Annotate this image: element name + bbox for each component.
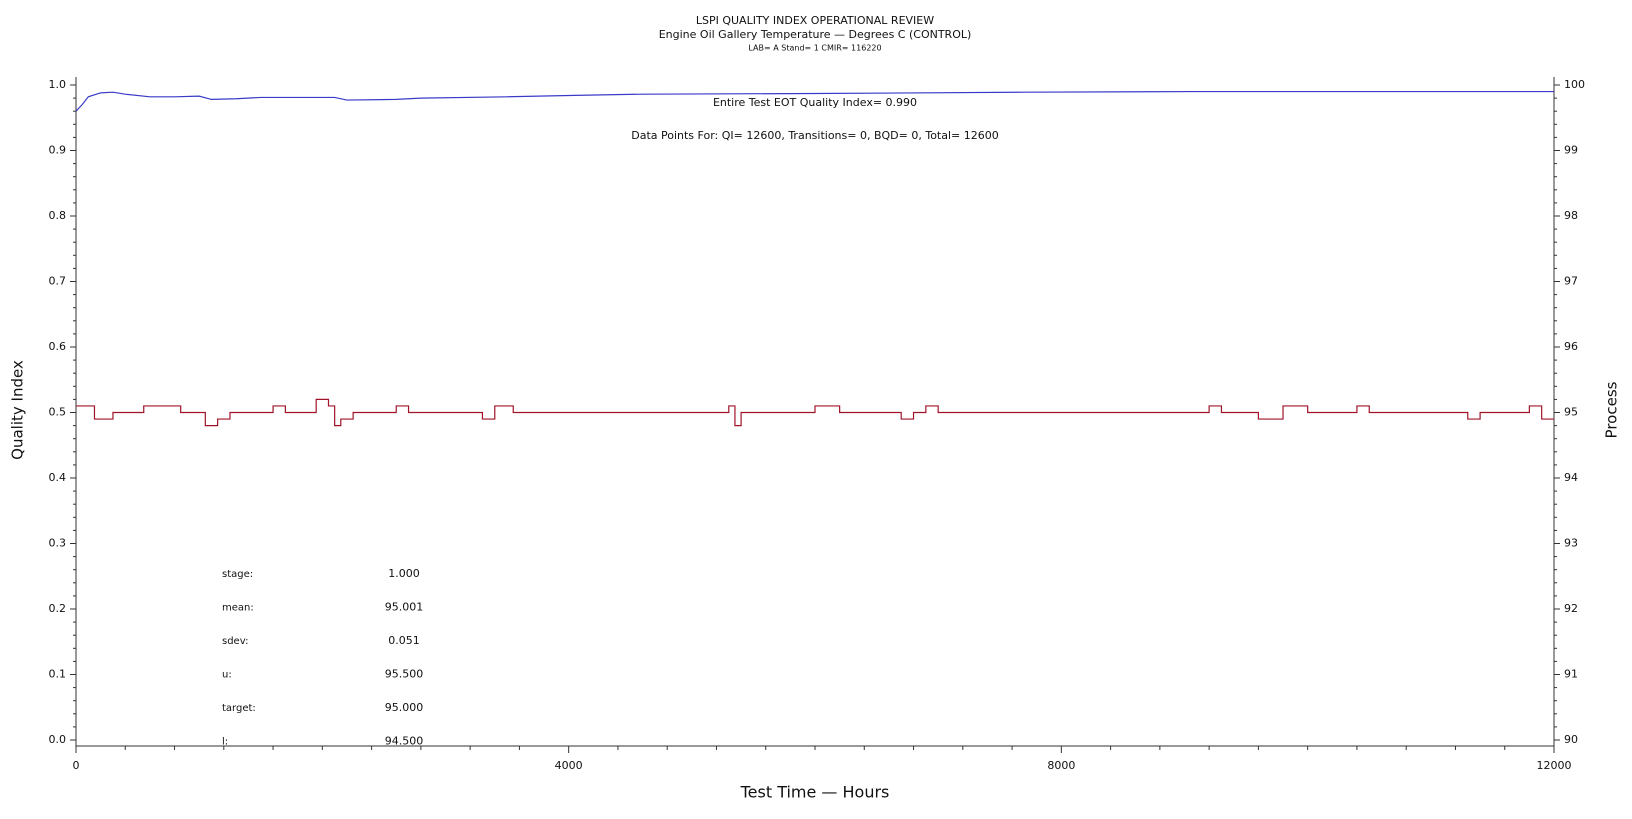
y2-tick-label: 94 bbox=[1564, 471, 1578, 484]
stat-label: sdev: bbox=[222, 636, 248, 647]
annotation: Entire Test EOT Quality Index= 0.990 bbox=[713, 96, 917, 109]
y2-tick-label: 95 bbox=[1564, 406, 1578, 419]
stat-label: mean: bbox=[222, 603, 254, 614]
chart-subtitle: LAB= A Stand= 1 CMIR= 116220 bbox=[748, 44, 881, 53]
chart-title: LSPI QUALITY INDEX OPERATIONAL REVIEW bbox=[696, 14, 934, 27]
y-tick-label: 1.0 bbox=[49, 78, 67, 91]
y2-axis-label: Process bbox=[1603, 381, 1621, 438]
stat-value: 94.500 bbox=[385, 735, 424, 748]
stat-value: 1.000 bbox=[388, 567, 420, 580]
stat-value: 95.500 bbox=[385, 668, 424, 681]
x-axis-label: Test Time — Hours bbox=[740, 783, 890, 802]
data-line bbox=[76, 398, 1554, 427]
y-tick-label: 0.1 bbox=[49, 668, 67, 681]
y-axis-label: Quality Index bbox=[9, 360, 27, 460]
annotation: Data Points For: QI= 12600, Transitions=… bbox=[631, 129, 999, 142]
x-tick-label: 12000 bbox=[1537, 759, 1572, 772]
y2-tick-label: 98 bbox=[1564, 209, 1578, 222]
stat-value: 95.001 bbox=[385, 601, 424, 614]
y-tick-label: 0.5 bbox=[49, 406, 67, 419]
stat-value: 0.051 bbox=[388, 634, 420, 647]
y-tick-label: 0.4 bbox=[49, 471, 67, 484]
x-tick-label: 0 bbox=[73, 759, 80, 772]
y2-tick-label: 96 bbox=[1564, 340, 1578, 353]
y2-tick-label: 91 bbox=[1564, 668, 1578, 681]
stat-label: stage: bbox=[222, 569, 253, 580]
x-tick-label: 4000 bbox=[555, 759, 583, 772]
y2-tick-label: 99 bbox=[1564, 144, 1578, 157]
stat-label: target: bbox=[222, 703, 256, 714]
y2-tick-label: 92 bbox=[1564, 602, 1578, 615]
y2-tick-label: 97 bbox=[1564, 275, 1578, 288]
stat-label: l: bbox=[222, 737, 228, 748]
y-tick-label: 0.7 bbox=[49, 275, 67, 288]
y-tick-label: 0.6 bbox=[49, 340, 67, 353]
stat-value: 95.000 bbox=[385, 701, 424, 714]
y2-tick-label: 100 bbox=[1564, 78, 1585, 91]
data-line bbox=[75, 90, 1554, 112]
y-tick-label: 0.9 bbox=[49, 144, 67, 157]
stat-label: u: bbox=[222, 670, 232, 681]
y-tick-label: 0.2 bbox=[49, 602, 67, 615]
x-tick-label: 8000 bbox=[1047, 759, 1075, 772]
y2-tick-label: 93 bbox=[1564, 537, 1578, 550]
y2-tick-label: 90 bbox=[1564, 733, 1578, 746]
chart-subtitle: Engine Oil Gallery Temperature — Degrees… bbox=[659, 28, 972, 41]
y-tick-label: 0.8 bbox=[49, 209, 67, 222]
y-tick-label: 0.3 bbox=[49, 537, 67, 550]
y-tick-label: 0.0 bbox=[49, 733, 67, 746]
